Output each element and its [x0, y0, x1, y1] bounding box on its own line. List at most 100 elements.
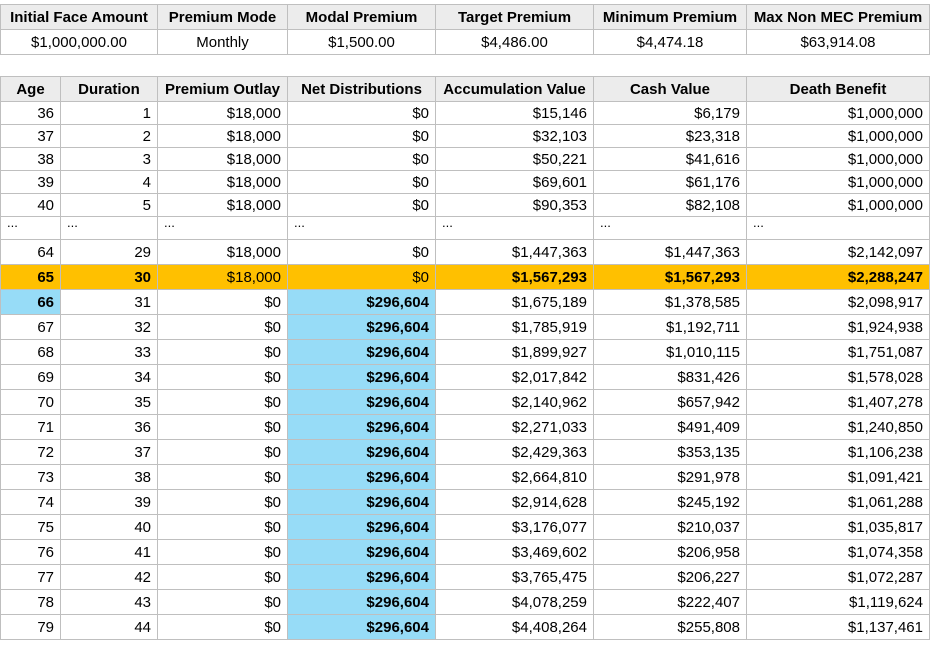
- table-cell[interactable]: $296,604: [287, 339, 436, 365]
- table-cell[interactable]: 69: [0, 364, 61, 390]
- summary-value-cell[interactable]: $4,486.00: [435, 29, 594, 55]
- table-cell[interactable]: $1,000,000: [746, 124, 930, 148]
- table-cell[interactable]: $3,176,077: [435, 514, 594, 540]
- table-cell[interactable]: $0: [287, 147, 436, 171]
- table-cell[interactable]: $255,808: [593, 614, 747, 640]
- table-cell[interactable]: $2,098,917: [746, 289, 930, 315]
- table-cell[interactable]: 65: [0, 264, 61, 290]
- table-cell[interactable]: 36: [60, 414, 158, 440]
- column-header-death-benefit[interactable]: Death Benefit: [746, 76, 930, 102]
- table-cell[interactable]: $1,751,087: [746, 339, 930, 365]
- table-cell[interactable]: $0: [157, 489, 288, 515]
- summary-header-cell[interactable]: Minimum Premium: [593, 4, 747, 30]
- summary-value-cell[interactable]: $63,914.08: [746, 29, 930, 55]
- summary-header-cell[interactable]: Max Non MEC Premium: [746, 4, 930, 30]
- table-cell[interactable]: $2,914,628: [435, 489, 594, 515]
- table-cell[interactable]: 34: [60, 364, 158, 390]
- table-cell[interactable]: $1,137,461: [746, 614, 930, 640]
- column-header-accumulation-value[interactable]: Accumulation Value: [435, 76, 594, 102]
- table-cell[interactable]: 43: [60, 589, 158, 615]
- table-cell[interactable]: 40: [60, 514, 158, 540]
- table-cell[interactable]: 33: [60, 339, 158, 365]
- column-header-duration[interactable]: Duration: [60, 76, 158, 102]
- table-cell[interactable]: 66: [0, 289, 61, 315]
- table-cell[interactable]: $1,785,919: [435, 314, 594, 340]
- table-cell[interactable]: $18,000: [157, 101, 288, 125]
- table-cell[interactable]: $2,429,363: [435, 439, 594, 465]
- table-cell[interactable]: 77: [0, 564, 61, 590]
- table-cell[interactable]: $1,924,938: [746, 314, 930, 340]
- table-cell[interactable]: $82,108: [593, 193, 747, 217]
- table-cell[interactable]: $1,106,238: [746, 439, 930, 465]
- table-cell[interactable]: $18,000: [157, 193, 288, 217]
- table-cell[interactable]: 38: [0, 147, 61, 171]
- table-cell[interactable]: $0: [287, 101, 436, 125]
- table-cell[interactable]: $291,978: [593, 464, 747, 490]
- table-cell[interactable]: $296,604: [287, 289, 436, 315]
- table-cell[interactable]: $296,604: [287, 539, 436, 565]
- table-cell[interactable]: $0: [157, 589, 288, 615]
- table-cell[interactable]: $296,604: [287, 439, 436, 465]
- table-cell[interactable]: $1,000,000: [746, 101, 930, 125]
- table-cell[interactable]: $18,000: [157, 124, 288, 148]
- table-cell[interactable]: $0: [157, 289, 288, 315]
- table-cell[interactable]: $296,604: [287, 414, 436, 440]
- summary-header-cell[interactable]: Modal Premium: [287, 4, 436, 30]
- table-cell[interactable]: $90,353: [435, 193, 594, 217]
- summary-header-cell[interactable]: Premium Mode: [157, 4, 288, 30]
- table-cell[interactable]: $353,135: [593, 439, 747, 465]
- table-cell[interactable]: $1,061,288: [746, 489, 930, 515]
- table-cell[interactable]: 73: [0, 464, 61, 490]
- table-cell[interactable]: $0: [157, 314, 288, 340]
- table-cell[interactable]: $296,604: [287, 364, 436, 390]
- table-cell[interactable]: $491,409: [593, 414, 747, 440]
- table-cell[interactable]: $831,426: [593, 364, 747, 390]
- summary-value-cell[interactable]: $1,000,000.00: [0, 29, 158, 55]
- table-cell[interactable]: $2,017,842: [435, 364, 594, 390]
- ellipsis-cell[interactable]: ...: [746, 216, 930, 240]
- table-cell[interactable]: $23,318: [593, 124, 747, 148]
- table-cell[interactable]: $4,078,259: [435, 589, 594, 615]
- table-cell[interactable]: $206,227: [593, 564, 747, 590]
- column-header-cash-value[interactable]: Cash Value: [593, 76, 747, 102]
- summary-value-cell[interactable]: $4,474.18: [593, 29, 747, 55]
- table-cell[interactable]: $296,604: [287, 514, 436, 540]
- table-cell[interactable]: 74: [0, 489, 61, 515]
- table-cell[interactable]: $18,000: [157, 170, 288, 194]
- table-cell[interactable]: 32: [60, 314, 158, 340]
- table-cell[interactable]: $2,288,247: [746, 264, 930, 290]
- table-cell[interactable]: 37: [0, 124, 61, 148]
- table-cell[interactable]: $1,378,585: [593, 289, 747, 315]
- table-cell[interactable]: $1,000,000: [746, 147, 930, 171]
- table-cell[interactable]: $1,447,363: [593, 239, 747, 265]
- table-cell[interactable]: 75: [0, 514, 61, 540]
- ellipsis-cell[interactable]: ...: [435, 216, 594, 240]
- table-cell[interactable]: 4: [60, 170, 158, 194]
- table-cell[interactable]: $2,142,097: [746, 239, 930, 265]
- table-cell[interactable]: $0: [157, 539, 288, 565]
- table-cell[interactable]: 36: [0, 101, 61, 125]
- table-cell[interactable]: 2: [60, 124, 158, 148]
- table-cell[interactable]: $0: [157, 439, 288, 465]
- table-cell[interactable]: 5: [60, 193, 158, 217]
- table-cell[interactable]: $296,604: [287, 464, 436, 490]
- table-cell[interactable]: 67: [0, 314, 61, 340]
- table-cell[interactable]: $0: [157, 389, 288, 415]
- summary-header-cell[interactable]: Initial Face Amount: [0, 4, 158, 30]
- table-cell[interactable]: 44: [60, 614, 158, 640]
- table-cell[interactable]: 29: [60, 239, 158, 265]
- column-header-age[interactable]: Age: [0, 76, 61, 102]
- table-cell[interactable]: $1,567,293: [593, 264, 747, 290]
- table-cell[interactable]: $1,899,927: [435, 339, 594, 365]
- table-cell[interactable]: $1,010,115: [593, 339, 747, 365]
- summary-header-cell[interactable]: Target Premium: [435, 4, 594, 30]
- table-cell[interactable]: 64: [0, 239, 61, 265]
- summary-value-cell[interactable]: $1,500.00: [287, 29, 436, 55]
- ellipsis-cell[interactable]: ...: [60, 216, 158, 240]
- table-cell[interactable]: $1,407,278: [746, 389, 930, 415]
- table-cell[interactable]: 30: [60, 264, 158, 290]
- table-cell[interactable]: $2,140,962: [435, 389, 594, 415]
- table-cell[interactable]: $0: [157, 339, 288, 365]
- table-cell[interactable]: $1,035,817: [746, 514, 930, 540]
- table-cell[interactable]: $657,942: [593, 389, 747, 415]
